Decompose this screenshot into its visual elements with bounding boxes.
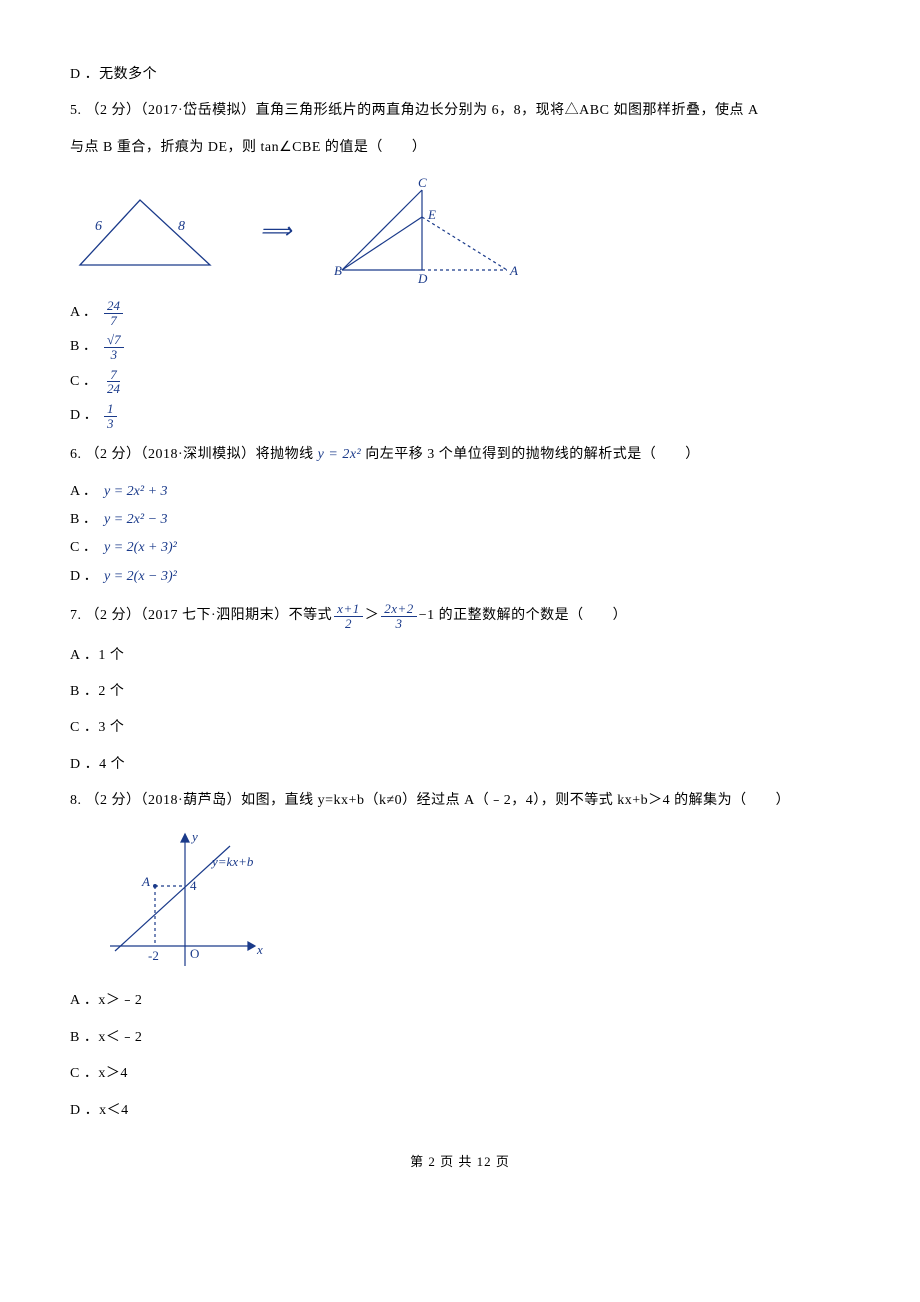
svg-text:A: A [509, 263, 518, 278]
q7-gt: ＞ [365, 605, 380, 627]
q8-stem: 8. （2 分）（2018·葫芦岛）如图，直线 y=kx+b（k≠0）经过点 A… [70, 790, 850, 812]
q7-option-b: B ．2 个 [70, 681, 850, 703]
q8-figure: y x O A y=kx+b -2 4 [100, 826, 270, 976]
svg-text:A: A [141, 874, 150, 889]
math-expr: y = 2x² − 3 [104, 509, 168, 531]
svg-text:O: O [190, 946, 199, 961]
fraction: √73 [104, 333, 124, 361]
svg-text:8: 8 [178, 219, 185, 234]
fraction: 247 [104, 299, 123, 327]
option-label: D ． [70, 566, 98, 588]
svg-text:6: 6 [95, 219, 102, 234]
svg-text:B: B [334, 263, 342, 278]
q4-option-d: D ．无数多个 [70, 64, 850, 86]
option-label: A ． [70, 302, 98, 324]
q7-stem-pre: 7. （2 分）（2017 七下·泗阳期末）不等式 [70, 605, 332, 627]
option-label: A ． [70, 481, 98, 503]
q5-stem-line2: 与点 B 重合，折痕为 DE，则 tan∠CBE 的值是（ ） [70, 137, 850, 159]
svg-text:E: E [427, 207, 436, 222]
q6-stem-pre: 6. （2 分）（2018·深圳模拟）将抛物线 [70, 447, 318, 462]
option-label: C ． [70, 537, 98, 559]
option-label: B ． [70, 509, 98, 531]
q7-option-a: A ．1 个 [70, 645, 850, 667]
math-expr: y = 2x² + 3 [104, 481, 168, 503]
svg-text:4: 4 [190, 878, 197, 893]
q7-stem-post: −1 的正整数解的个数是（ ） [419, 605, 627, 627]
fraction: 724 [104, 368, 123, 396]
q7-frac2: 2x+23 [381, 602, 417, 630]
q6-option-c: C ． y = 2(x + 3)² [70, 537, 850, 559]
q5-figure-right: C E B D A [332, 175, 522, 285]
svg-text:C: C [418, 175, 427, 190]
q8-option-b: B ．x＜﹣2 [70, 1027, 850, 1049]
q5-stem-line1: 5. （2 分）（2017·岱岳模拟）直角三角形纸片的两直角边长分别为 6，8，… [70, 100, 850, 122]
q6-stem: 6. （2 分）（2018·深圳模拟）将抛物线 y = 2x² 向左平移 3 个… [70, 444, 850, 466]
math-expr: y = 2(x − 3)² [104, 566, 177, 588]
q6-option-a: A ． y = 2x² + 3 [70, 481, 850, 503]
q8-option-a: A ．x＞﹣2 [70, 990, 850, 1012]
q7-option-c: C ．3 个 [70, 717, 850, 739]
q5-option-a: A ． 247 [70, 299, 850, 327]
page-footer: 第 2 页 共 12 页 [70, 1152, 850, 1173]
q7-stem: 7. （2 分）（2017 七下·泗阳期末）不等式 x+12 ＞ 2x+23 −… [70, 602, 850, 630]
svg-text:y: y [190, 829, 198, 844]
q6-option-b: B ． y = 2x² − 3 [70, 509, 850, 531]
q8-option-c: C ．x＞4 [70, 1063, 850, 1085]
svg-text:x: x [256, 942, 263, 957]
option-label: D ． [70, 405, 98, 427]
q6-option-d: D ． y = 2(x − 3)² [70, 566, 850, 588]
q7-frac1: x+12 [334, 602, 363, 630]
q8-option-d: D ．x＜4 [70, 1100, 850, 1122]
q5-arrow-icon: ⟹ [260, 213, 292, 248]
q5-option-b: B ． √73 [70, 333, 850, 361]
q5-option-c: C ． 724 [70, 368, 850, 396]
svg-text:y=kx+b: y=kx+b [210, 854, 254, 869]
svg-text:D: D [417, 271, 428, 285]
q7-option-d: D ．4 个 [70, 754, 850, 776]
svg-text:-2: -2 [148, 948, 159, 963]
math-expr: y = 2(x + 3)² [104, 537, 177, 559]
fraction: 13 [104, 402, 117, 430]
q5-figure-row: 6 8 ⟹ C E B D A [70, 175, 850, 285]
option-label: C ． [70, 371, 98, 393]
q5-figure-left: 6 8 [70, 185, 220, 275]
q6-inline-expr: y = 2x² [318, 447, 362, 462]
option-label: B ． [70, 336, 98, 358]
q5-option-d: D ． 13 [70, 402, 850, 430]
q6-stem-post: 向左平移 3 个单位得到的抛物线的解析式是（ ） [365, 447, 700, 462]
